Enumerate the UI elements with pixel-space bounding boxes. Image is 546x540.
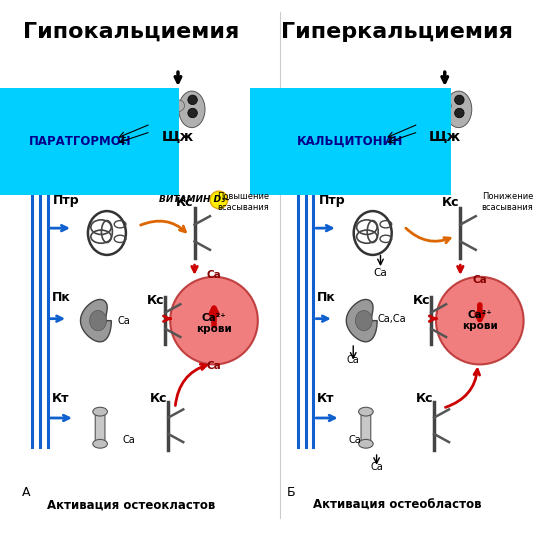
Polygon shape [90,310,106,330]
Ellipse shape [151,91,177,127]
Text: Птр: Птр [319,194,346,207]
Text: Кс: Кс [442,196,459,209]
Text: ПАРАТГОРМОН: ПАРАТГОРМОН [29,135,132,148]
Polygon shape [80,300,111,342]
Text: Понижение
всасывания: Понижение всасывания [482,192,533,212]
Circle shape [436,277,524,364]
Text: ВИТАМИН D₃–: ВИТАМИН D₃– [158,195,229,205]
Circle shape [425,95,435,105]
Circle shape [455,95,464,105]
Text: Кт: Кт [317,392,335,404]
Ellipse shape [93,440,108,448]
Text: Активация остеокластов: Активация остеокластов [47,498,215,511]
Text: Ca: Ca [117,315,130,326]
Text: Ca: Ca [206,361,221,370]
Text: Ca: Ca [206,270,221,280]
Text: Щж: Щж [162,129,194,143]
Text: Б: Б [287,486,295,499]
Circle shape [188,95,197,105]
Ellipse shape [179,91,205,127]
Text: Кс: Кс [413,294,430,307]
Text: Гиперкальциемия: Гиперкальциемия [281,22,513,42]
Ellipse shape [446,91,472,127]
Text: Ca: Ca [370,462,383,471]
Circle shape [425,108,435,118]
Polygon shape [355,310,372,330]
Text: Пк: Пк [317,292,336,305]
Circle shape [159,108,168,118]
Text: Кс: Кс [147,294,164,307]
Ellipse shape [171,100,185,112]
Ellipse shape [359,440,373,448]
Circle shape [159,95,168,105]
Text: Ca²⁺
крови: Ca²⁺ крови [462,310,497,332]
Ellipse shape [93,407,108,416]
Text: Пк: Пк [51,292,70,305]
Ellipse shape [438,100,452,112]
Text: Ca: Ca [472,275,487,285]
Text: Птр: Птр [54,194,80,207]
Circle shape [188,108,197,118]
FancyBboxPatch shape [95,410,105,446]
Text: Ca: Ca [347,355,360,365]
Text: Кс: Кс [176,196,193,209]
FancyBboxPatch shape [361,410,371,446]
Text: Кс: Кс [150,392,167,404]
Text: Щж: Щж [429,129,461,143]
Text: Активация остеобластов: Активация остеобластов [313,498,481,511]
Text: Кт: Кт [51,392,69,404]
Text: Гипокальциемия: Гипокальциемия [23,22,240,42]
Text: КАЛЬЦИТОНИН: КАЛЬЦИТОНИН [297,135,403,148]
Circle shape [455,108,464,118]
Text: Ca²⁺
крови: Ca²⁺ крови [196,313,232,334]
Ellipse shape [418,91,444,127]
Text: Повышение
всасывания: Повышение всасывания [217,192,269,212]
Text: Ca: Ca [123,435,135,445]
Text: А: А [22,486,31,499]
Text: Ca: Ca [373,268,387,278]
Text: Ca,Ca: Ca,Ca [378,314,406,323]
Polygon shape [346,300,377,342]
Text: Ca: Ca [349,435,361,445]
Ellipse shape [359,407,373,416]
Text: Кс: Кс [416,392,433,404]
Circle shape [170,277,258,364]
Circle shape [210,191,228,208]
